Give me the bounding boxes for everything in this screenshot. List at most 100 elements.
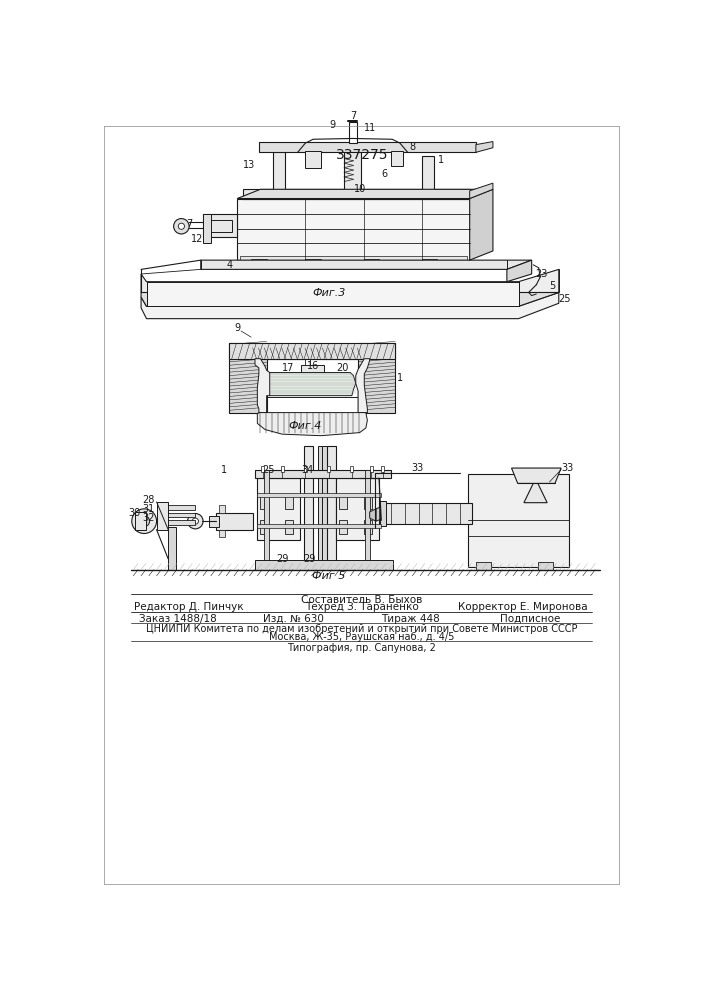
Bar (135, 512, 146, 530)
Circle shape (178, 223, 185, 229)
Text: 7: 7 (350, 111, 356, 121)
Polygon shape (146, 282, 518, 306)
Circle shape (187, 513, 203, 529)
Text: 12: 12 (191, 234, 203, 244)
Bar (261, 466, 264, 472)
Polygon shape (257, 413, 368, 436)
Bar (216, 513, 253, 530)
Bar (380, 501, 386, 526)
Bar (322, 446, 327, 570)
Text: Техред З. Тараненко: Техред З. Тараненко (305, 602, 419, 612)
Bar (365, 470, 370, 570)
Bar (285, 520, 293, 534)
Bar (300, 365, 324, 376)
Polygon shape (469, 183, 493, 199)
Text: 10: 10 (354, 184, 366, 194)
Polygon shape (370, 509, 376, 521)
Bar (363, 259, 379, 266)
Bar (344, 143, 361, 191)
Text: 34: 34 (302, 465, 314, 475)
Text: 11: 11 (363, 123, 376, 133)
Text: 1: 1 (221, 465, 227, 475)
Bar (255, 560, 393, 570)
Text: Подписное: Подписное (500, 614, 561, 624)
Polygon shape (265, 373, 356, 396)
Text: 17: 17 (282, 363, 295, 373)
Text: 1: 1 (438, 155, 444, 165)
Bar (156, 502, 168, 530)
Polygon shape (469, 189, 493, 260)
Text: 9: 9 (234, 323, 240, 333)
Bar (257, 493, 381, 497)
Text: Корректор Е. Миронова: Корректор Е. Миронова (457, 602, 588, 612)
Bar (218, 505, 225, 513)
Bar (391, 151, 403, 166)
Bar (304, 446, 313, 570)
Bar (349, 122, 356, 143)
Bar (285, 495, 293, 509)
Text: 16: 16 (307, 361, 320, 371)
Text: 6: 6 (381, 169, 387, 179)
Bar (273, 151, 285, 191)
Text: 9: 9 (329, 120, 336, 130)
Bar (209, 516, 219, 527)
Text: 1: 1 (397, 373, 403, 383)
Circle shape (139, 516, 150, 527)
Bar (327, 446, 337, 570)
Text: 29: 29 (276, 554, 288, 564)
Polygon shape (201, 260, 532, 269)
Text: 25: 25 (558, 294, 571, 304)
Bar (237, 199, 469, 260)
Text: 30: 30 (129, 508, 141, 518)
Bar (218, 530, 225, 537)
Bar (209, 220, 232, 232)
Text: 33: 33 (561, 463, 573, 473)
Text: Заказ 1488/18: Заказ 1488/18 (139, 614, 216, 624)
Bar (255, 348, 370, 359)
Text: Фиг.3: Фиг.3 (312, 288, 345, 298)
Polygon shape (141, 269, 559, 292)
Text: Москва, Ж-35, Раушская наб., д. 4/5: Москва, Ж-35, Раушская наб., д. 4/5 (269, 632, 455, 642)
Bar (203, 214, 237, 237)
Bar (364, 495, 372, 509)
Bar (243, 189, 469, 199)
Bar (166, 513, 195, 517)
Text: 7: 7 (186, 219, 192, 229)
Bar (168, 527, 176, 570)
Bar (257, 478, 300, 540)
Bar (166, 505, 195, 510)
Text: 25: 25 (263, 465, 275, 475)
Text: Фиг.4: Фиг.4 (288, 421, 322, 431)
Polygon shape (476, 142, 493, 152)
Polygon shape (255, 359, 270, 413)
Bar (307, 353, 308, 357)
Bar (257, 524, 381, 528)
Polygon shape (141, 292, 559, 306)
Bar (351, 466, 354, 472)
Bar (260, 495, 268, 509)
Text: ЦНИИПИ Комитета по делам изобретений и открытий при Совете Министров СССР: ЦНИИПИ Комитета по делам изобретений и о… (146, 624, 578, 634)
Polygon shape (358, 343, 395, 413)
Bar (364, 520, 372, 534)
Bar (383, 503, 472, 524)
Bar (166, 520, 195, 525)
Bar (305, 259, 321, 266)
Bar (251, 259, 267, 266)
Bar (381, 466, 385, 472)
Polygon shape (237, 189, 493, 199)
Circle shape (132, 509, 156, 533)
Bar (538, 562, 554, 570)
Bar (264, 470, 269, 570)
Text: 28: 28 (143, 495, 155, 505)
Text: Типография, пр. Сапунова, 2: Типография, пр. Сапунова, 2 (288, 643, 436, 653)
Bar (337, 478, 379, 540)
Text: 8: 8 (409, 142, 416, 152)
Text: 337275: 337275 (336, 148, 388, 162)
Bar (240, 256, 467, 260)
Bar (305, 151, 321, 168)
Bar (421, 259, 437, 266)
Bar (281, 466, 284, 472)
Text: 20: 20 (337, 363, 349, 373)
Bar (203, 214, 211, 243)
Bar (267, 357, 358, 397)
